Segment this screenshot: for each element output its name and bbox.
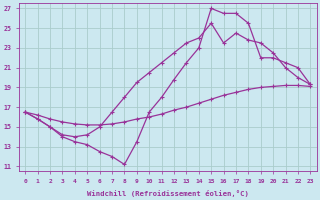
X-axis label: Windchill (Refroidissement éolien,°C): Windchill (Refroidissement éolien,°C)	[87, 190, 249, 197]
